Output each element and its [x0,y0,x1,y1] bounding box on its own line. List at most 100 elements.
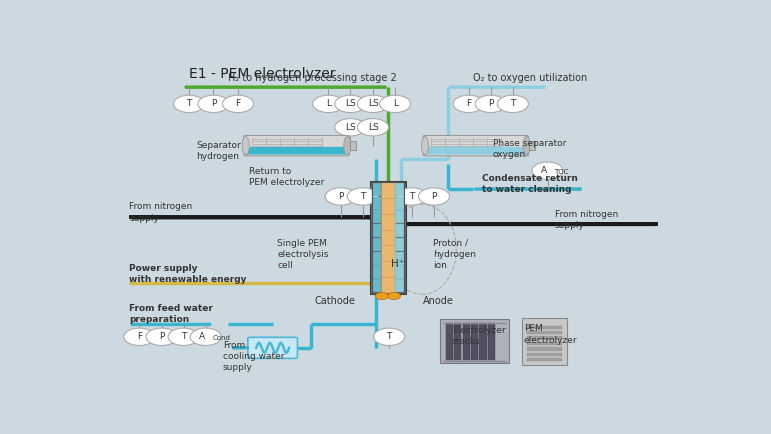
Bar [527,358,562,361]
Text: P: P [431,192,436,201]
Bar [372,197,381,210]
Text: Separator
hydrogen: Separator hydrogen [197,141,241,161]
Bar [527,342,562,345]
Bar [488,323,495,359]
Circle shape [198,95,229,112]
Bar [395,197,403,210]
Text: E1 - PEM electrolyzer: E1 - PEM electrolyzer [189,67,335,81]
Circle shape [190,328,221,345]
Bar [372,182,403,293]
Bar [395,224,403,237]
Text: Power supply
with renewable energy: Power supply with renewable energy [130,264,247,284]
Circle shape [387,293,400,300]
Circle shape [375,293,389,300]
Bar [527,347,562,351]
Circle shape [453,95,484,112]
Text: From
cooling water
supply: From cooling water supply [223,341,284,372]
Bar [527,331,562,335]
Bar [395,210,403,224]
Text: P: P [338,192,343,201]
Bar [522,318,567,365]
Bar [372,238,381,251]
Bar [471,323,478,359]
FancyBboxPatch shape [426,147,525,155]
Circle shape [335,118,366,136]
Text: Return to
PEM electrolyzer: Return to PEM electrolyzer [249,168,324,187]
Text: From nitrogen
supply: From nitrogen supply [554,210,618,230]
Text: L: L [392,99,398,108]
Bar [454,323,462,359]
Text: LS: LS [368,123,379,132]
Bar [372,183,381,196]
Text: Proton /
hydrogen
ion: Proton / hydrogen ion [433,239,476,270]
Circle shape [396,188,427,205]
Bar [527,336,562,340]
Text: Single PEM
electrolysis
cell: Single PEM electrolysis cell [278,239,328,270]
Text: Phase separator
oxygen: Phase separator oxygen [493,139,566,159]
Text: From nitrogen
supply: From nitrogen supply [130,202,193,223]
Circle shape [358,118,389,136]
Bar [372,210,381,224]
Text: P: P [159,332,164,341]
Text: Electrolyzer
stacks: Electrolyzer stacks [452,326,506,346]
Circle shape [168,328,199,345]
Text: F: F [136,332,142,341]
Text: F: F [466,99,471,108]
Text: T: T [409,192,415,201]
Text: PEM
electrolyzer: PEM electrolyzer [524,324,577,345]
FancyBboxPatch shape [529,141,535,150]
Text: L: L [325,99,331,108]
Text: T: T [181,332,187,341]
Text: Cond: Cond [213,335,231,341]
Circle shape [475,95,507,112]
Bar [372,279,381,293]
Text: Condensate return
to water cleaning: Condensate return to water cleaning [482,174,577,194]
Bar [372,252,381,265]
Ellipse shape [242,136,249,155]
FancyBboxPatch shape [350,141,355,150]
Bar [440,319,509,363]
Text: O₂ to oxygen utilization: O₂ to oxygen utilization [473,73,587,83]
Text: T: T [360,192,365,201]
Bar [381,182,395,293]
Bar [395,238,403,251]
Text: Anode: Anode [423,296,453,306]
Text: P: P [210,99,216,108]
Circle shape [335,95,366,112]
Text: A: A [540,166,547,175]
Text: From feed water
preparation: From feed water preparation [130,304,213,325]
FancyBboxPatch shape [247,147,346,155]
Circle shape [124,328,155,345]
Circle shape [374,328,405,345]
Ellipse shape [523,136,530,155]
Circle shape [419,188,449,205]
Bar [370,181,406,294]
Circle shape [223,95,254,112]
Bar [372,266,381,279]
Bar [463,323,470,359]
Text: A: A [199,332,205,341]
Bar [372,224,381,237]
Ellipse shape [422,136,429,155]
Text: H₂ to hydrogen processing stage 2: H₂ to hydrogen processing stage 2 [228,73,396,83]
Bar [395,183,403,196]
Text: F: F [235,99,241,108]
Text: H⁺: H⁺ [391,259,404,269]
Text: LS: LS [345,99,355,108]
Circle shape [532,162,563,179]
Circle shape [313,95,344,112]
Text: T: T [187,99,192,108]
Text: P: P [488,99,493,108]
FancyBboxPatch shape [247,337,298,358]
Circle shape [347,188,379,205]
Text: T: T [386,332,392,341]
Ellipse shape [344,136,351,155]
Circle shape [146,328,177,345]
Bar [395,266,403,279]
Bar [527,326,562,329]
Circle shape [497,95,528,112]
Text: Cathode: Cathode [315,296,356,306]
FancyBboxPatch shape [244,135,349,156]
Circle shape [173,95,204,112]
Circle shape [358,95,389,112]
